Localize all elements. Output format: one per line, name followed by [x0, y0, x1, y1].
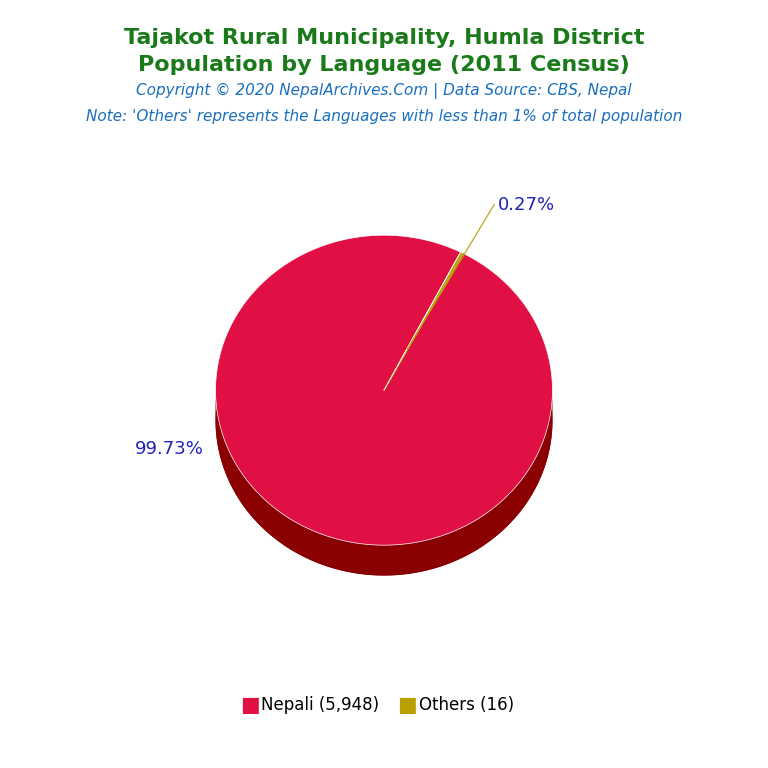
- Text: Others (16): Others (16): [419, 696, 514, 714]
- Text: Note: 'Others' represents the Languages with less than 1% of total population: Note: 'Others' represents the Languages …: [86, 109, 682, 124]
- Polygon shape: [384, 252, 463, 390]
- Text: Nepali (5,948): Nepali (5,948): [261, 696, 379, 714]
- Polygon shape: [216, 266, 552, 575]
- Text: ■: ■: [240, 695, 260, 715]
- Text: Copyright © 2020 NepalArchives.Com | Data Source: CBS, Nepal: Copyright © 2020 NepalArchives.Com | Dat…: [136, 83, 632, 99]
- Text: Population by Language (2011 Census): Population by Language (2011 Census): [138, 55, 630, 75]
- Text: 0.27%: 0.27%: [498, 196, 554, 214]
- Polygon shape: [216, 235, 552, 545]
- Polygon shape: [216, 392, 552, 575]
- Text: 99.73%: 99.73%: [134, 440, 204, 458]
- Text: ■: ■: [397, 695, 417, 715]
- Text: Tajakot Rural Municipality, Humla District: Tajakot Rural Municipality, Humla Distri…: [124, 28, 644, 48]
